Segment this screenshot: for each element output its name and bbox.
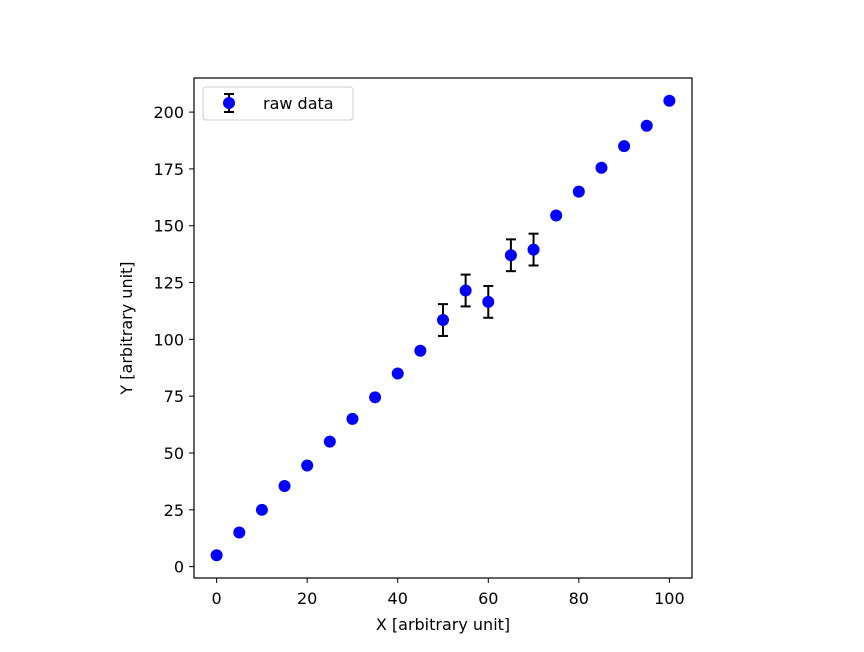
data-point	[369, 391, 382, 404]
data-point	[346, 412, 359, 425]
y-axis-label: Y [arbitrary unit]	[117, 261, 136, 395]
data-point	[504, 249, 517, 262]
x-axis-label: X [arbitrary unit]	[376, 615, 510, 634]
x-tick-label: 80	[569, 589, 589, 608]
axes-frame	[193, 77, 693, 579]
data-point	[595, 161, 608, 174]
data-point	[482, 295, 495, 308]
y-tick-label: 50	[164, 444, 184, 463]
x-tick-label: 0	[212, 589, 222, 608]
legend: raw data	[202, 86, 354, 121]
y-tick-label: 25	[164, 501, 184, 520]
legend-box	[202, 86, 354, 121]
data-point	[278, 479, 291, 492]
y-tick-label: 125	[153, 274, 184, 293]
x-tick-label: 40	[388, 589, 408, 608]
x-tick-label: 100	[654, 589, 685, 608]
legend-marker	[223, 93, 235, 113]
data-point	[414, 344, 427, 357]
y-tick-label: 150	[153, 217, 184, 236]
data-point	[572, 185, 585, 198]
y-tick-label: 75	[164, 387, 184, 406]
y-axis: 0 25 50 75 100 125 150 175 200	[153, 103, 194, 577]
data-point	[527, 243, 540, 256]
data-point	[640, 119, 653, 132]
data-point	[323, 435, 336, 448]
data-point	[210, 549, 223, 562]
data-point	[550, 209, 563, 222]
x-tick-label: 60	[478, 589, 498, 608]
data-point	[391, 367, 404, 380]
y-tick-label: 0	[174, 558, 184, 577]
y-tick-label: 175	[153, 160, 184, 179]
data-point	[618, 140, 631, 153]
data-point	[301, 459, 314, 472]
data-point	[233, 526, 246, 539]
data-point	[663, 94, 676, 107]
legend-point	[223, 97, 235, 109]
plot-area: 0 20 40 60 80 100 0 25 50 75 100 125 150 175 200	[153, 77, 693, 608]
data-point	[255, 503, 268, 516]
x-axis: 0 20 40 60 80 100	[212, 578, 685, 608]
x-tick-label: 20	[297, 589, 317, 608]
data-point	[437, 314, 449, 327]
legend-label: raw data	[263, 94, 334, 113]
data-points	[210, 94, 676, 562]
data-point	[459, 284, 472, 297]
y-tick-label: 100	[153, 330, 184, 349]
y-tick-label: 200	[153, 103, 184, 122]
